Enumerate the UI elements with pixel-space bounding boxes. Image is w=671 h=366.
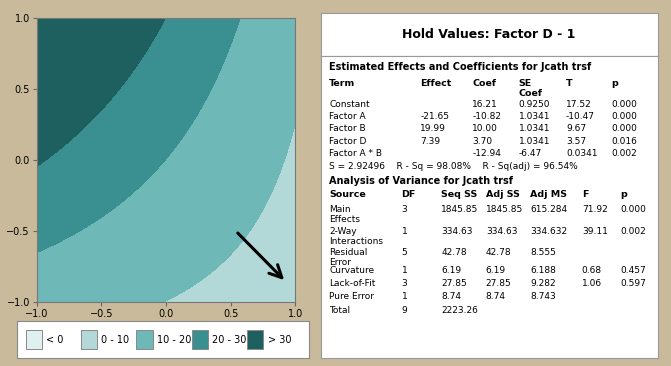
Text: Lack-of-Fit: Lack-of-Fit bbox=[329, 279, 376, 288]
Text: Term: Term bbox=[329, 79, 356, 88]
Text: 8.74: 8.74 bbox=[486, 292, 506, 301]
Text: 6.19: 6.19 bbox=[442, 266, 462, 275]
Text: 0.000: 0.000 bbox=[611, 100, 637, 109]
Text: 1845.85: 1845.85 bbox=[486, 205, 523, 214]
Text: 19.99: 19.99 bbox=[420, 124, 446, 133]
Text: 334.63: 334.63 bbox=[442, 227, 473, 236]
Text: 8.555: 8.555 bbox=[530, 248, 556, 257]
Text: Effect: Effect bbox=[420, 79, 452, 88]
Text: Factor A: Factor A bbox=[329, 112, 366, 121]
Text: T: T bbox=[566, 79, 572, 88]
Text: 0.000: 0.000 bbox=[611, 112, 637, 121]
Text: 334.63: 334.63 bbox=[486, 227, 517, 236]
Text: 9.282: 9.282 bbox=[530, 279, 556, 288]
Text: 0.68: 0.68 bbox=[582, 266, 602, 275]
Text: Total: Total bbox=[329, 306, 350, 315]
Text: DF: DF bbox=[401, 190, 416, 199]
Text: 0.457: 0.457 bbox=[621, 266, 646, 275]
Text: 9: 9 bbox=[401, 306, 407, 315]
Text: 3: 3 bbox=[401, 279, 407, 288]
Text: > 30: > 30 bbox=[268, 335, 291, 345]
Text: 615.284: 615.284 bbox=[530, 205, 568, 214]
Text: Seq SS: Seq SS bbox=[442, 190, 478, 199]
Text: Hold Values: Factor D - 1: Hold Values: Factor D - 1 bbox=[403, 28, 576, 41]
Text: 10.00: 10.00 bbox=[472, 124, 498, 133]
Text: Pure Error: Pure Error bbox=[329, 292, 374, 301]
Text: Factor D: Factor D bbox=[329, 137, 366, 146]
Bar bbox=[192, 330, 208, 349]
Text: 42.78: 42.78 bbox=[486, 248, 511, 257]
Text: 1845.85: 1845.85 bbox=[442, 205, 478, 214]
Text: Coef: Coef bbox=[472, 79, 497, 88]
Text: 8.74: 8.74 bbox=[442, 292, 462, 301]
Text: S = 2.92496    R - Sq = 98.08%    R - Sq(adj) = 96.54%: S = 2.92496 R - Sq = 98.08% R - Sq(adj) … bbox=[329, 163, 578, 171]
Text: 27.85: 27.85 bbox=[486, 279, 511, 288]
Text: 1: 1 bbox=[401, 292, 407, 301]
Text: -12.94: -12.94 bbox=[472, 149, 501, 158]
Text: 0.000: 0.000 bbox=[611, 124, 637, 133]
Text: F: F bbox=[582, 190, 588, 199]
Text: 20 - 30: 20 - 30 bbox=[212, 335, 247, 345]
Text: Adj MS: Adj MS bbox=[530, 190, 567, 199]
Text: 2-Way
Interactions: 2-Way Interactions bbox=[329, 227, 383, 246]
Text: 3.57: 3.57 bbox=[566, 137, 586, 146]
Text: Main
Effects: Main Effects bbox=[329, 205, 360, 224]
Text: 0.597: 0.597 bbox=[621, 279, 646, 288]
Bar bbox=[248, 330, 264, 349]
Bar bbox=[136, 330, 152, 349]
Text: 6.19: 6.19 bbox=[486, 266, 506, 275]
Text: 16.21: 16.21 bbox=[472, 100, 498, 109]
Text: Source: Source bbox=[329, 190, 366, 199]
Text: Curvature: Curvature bbox=[329, 266, 374, 275]
Text: 9.67: 9.67 bbox=[566, 124, 586, 133]
Text: Constant: Constant bbox=[329, 100, 370, 109]
Text: Estimated Effects and Coefficients for Jcath trsf: Estimated Effects and Coefficients for J… bbox=[329, 62, 591, 72]
Text: 1: 1 bbox=[401, 227, 407, 236]
Text: Factor B: Factor B bbox=[329, 124, 366, 133]
Text: 0.016: 0.016 bbox=[611, 137, 637, 146]
Text: 0.9250: 0.9250 bbox=[519, 100, 550, 109]
X-axis label: Factor A: Factor A bbox=[140, 323, 192, 333]
Text: 39.11: 39.11 bbox=[582, 227, 608, 236]
Text: 8.743: 8.743 bbox=[530, 292, 556, 301]
Y-axis label: Factor B: Factor B bbox=[0, 134, 2, 186]
Bar bbox=[81, 330, 97, 349]
Text: 0.000: 0.000 bbox=[621, 205, 646, 214]
Text: -10.82: -10.82 bbox=[472, 112, 501, 121]
Text: -10.47: -10.47 bbox=[566, 112, 595, 121]
Text: -6.47: -6.47 bbox=[519, 149, 542, 158]
Text: 10 - 20: 10 - 20 bbox=[157, 335, 191, 345]
Text: 3: 3 bbox=[401, 205, 407, 214]
Text: p: p bbox=[621, 190, 627, 199]
Text: 1: 1 bbox=[401, 266, 407, 275]
Text: 0.002: 0.002 bbox=[621, 227, 646, 236]
Text: 3.70: 3.70 bbox=[472, 137, 493, 146]
Text: < 0: < 0 bbox=[46, 335, 63, 345]
Text: 1.0341: 1.0341 bbox=[519, 112, 550, 121]
Bar bbox=[25, 330, 42, 349]
Text: 42.78: 42.78 bbox=[442, 248, 467, 257]
Text: 1.0341: 1.0341 bbox=[519, 137, 550, 146]
Text: 17.52: 17.52 bbox=[566, 100, 592, 109]
Text: 0.0341: 0.0341 bbox=[566, 149, 597, 158]
Text: Analysis of Variance for Jcath trsf: Analysis of Variance for Jcath trsf bbox=[329, 176, 513, 186]
Text: 0.002: 0.002 bbox=[611, 149, 637, 158]
Text: 2223.26: 2223.26 bbox=[442, 306, 478, 315]
Text: 0 - 10: 0 - 10 bbox=[101, 335, 130, 345]
Text: 6.188: 6.188 bbox=[530, 266, 556, 275]
Text: 1.06: 1.06 bbox=[582, 279, 602, 288]
Text: Factor A * B: Factor A * B bbox=[329, 149, 382, 158]
Text: Adj SS: Adj SS bbox=[486, 190, 519, 199]
Text: 5: 5 bbox=[401, 248, 407, 257]
Text: Residual
Error: Residual Error bbox=[329, 248, 368, 267]
Text: 71.92: 71.92 bbox=[582, 205, 607, 214]
Text: 334.632: 334.632 bbox=[530, 227, 568, 236]
Text: SE
Coef: SE Coef bbox=[519, 79, 543, 98]
Text: 7.39: 7.39 bbox=[420, 137, 440, 146]
Text: 27.85: 27.85 bbox=[442, 279, 467, 288]
Text: 1.0341: 1.0341 bbox=[519, 124, 550, 133]
Text: p: p bbox=[611, 79, 618, 88]
Text: -21.65: -21.65 bbox=[420, 112, 449, 121]
